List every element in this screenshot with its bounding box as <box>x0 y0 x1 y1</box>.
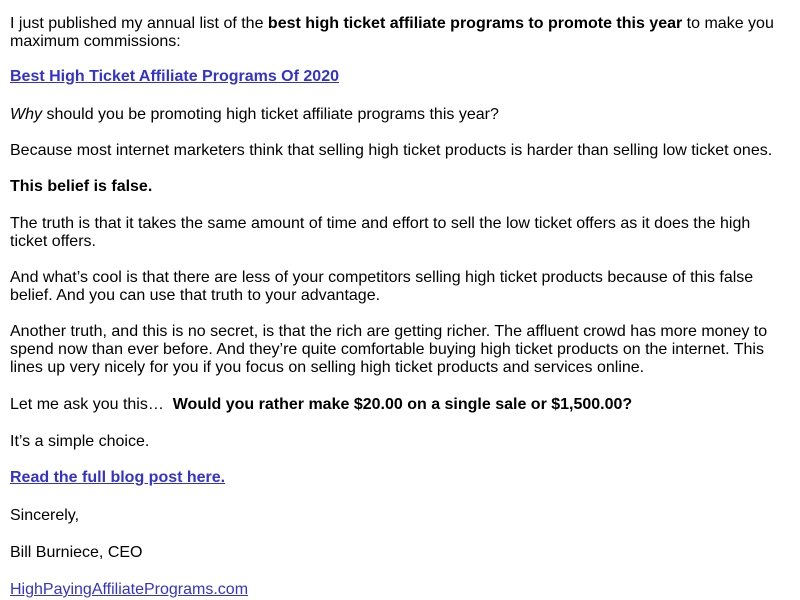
intro-text-after: to make you maximum commissions: <box>10 15 774 50</box>
website-link[interactable]: HighPayingAffiliatePrograms.com <box>10 581 249 598</box>
read-full-post-link[interactable]: Read the full blog post here. <box>10 469 226 486</box>
title-link-paragraph: Best High Ticket Affiliate Programs Of 2… <box>10 68 790 86</box>
cool-paragraph: And what’s cool is that there are less o… <box>10 269 754 304</box>
because-paragraph: Because most internet marketers think th… <box>10 142 773 159</box>
signature-name: Bill Burniece, CEO <box>10 544 143 561</box>
best-programs-link[interactable]: Best High Ticket Affiliate Programs Of 2… <box>10 68 339 85</box>
ask-question-bold: Would you rather make $20.00 on a single… <box>172 396 633 413</box>
why-rest: should you be promoting high ticket affi… <box>42 106 499 123</box>
ask-text: Let me ask you this… <box>10 396 173 413</box>
why-italic: Why <box>10 106 42 123</box>
intro-text-before: I just published my annual list of the <box>10 15 268 32</box>
why-paragraph: Why should you be promoting high ticket … <box>10 106 790 124</box>
read-more-paragraph: Read the full blog post here. <box>10 469 790 487</box>
simple-choice-paragraph: It’s a simple choice. <box>10 433 150 450</box>
ask-paragraph: Let me ask you this… Would you rather ma… <box>10 396 790 414</box>
rich-paragraph: Another truth, and this is no secret, is… <box>10 323 768 376</box>
truth-paragraph: The truth is that it takes the same amou… <box>10 215 751 250</box>
belief-paragraph: This belief is false. <box>10 178 153 195</box>
site-link-paragraph: HighPayingAffiliatePrograms.com <box>10 581 790 599</box>
sign-off: Sincerely, <box>10 507 80 524</box>
intro-text-bold: best high ticket affiliate programs to p… <box>267 15 683 32</box>
intro-paragraph: I just published my annual list of the b… <box>10 0 790 51</box>
